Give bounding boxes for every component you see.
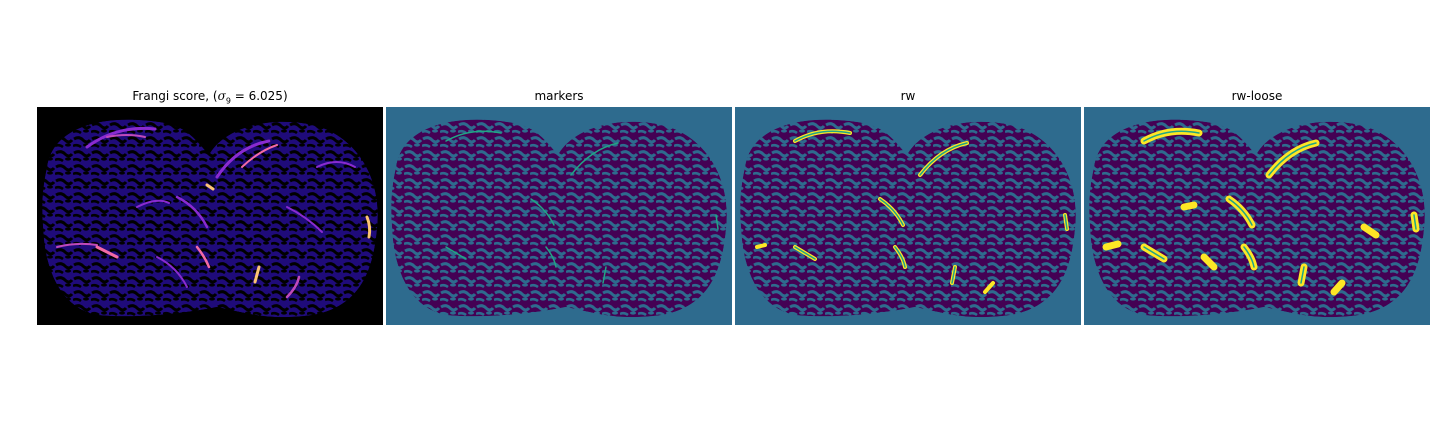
markers-panel-title: markers <box>534 89 584 103</box>
rw-loose-image <box>1084 107 1430 325</box>
rw-canvas <box>735 107 1081 325</box>
rw-image <box>735 107 1081 325</box>
frangi-score-image <box>37 107 383 325</box>
frangi-panel-title: Frangi score, (σ9 = 6.025) <box>132 89 288 106</box>
rw-loose-canvas <box>1084 107 1430 325</box>
rw-loose-panel-title: rw-loose <box>1231 89 1283 103</box>
markers-image <box>386 107 732 325</box>
markers-canvas <box>386 107 732 325</box>
frangi-score-canvas <box>37 107 383 325</box>
rw-panel-title: rw <box>900 89 916 103</box>
